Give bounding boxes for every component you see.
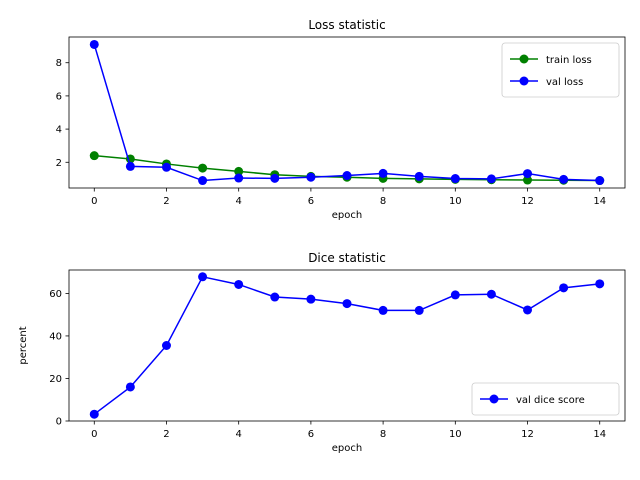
y-tick-label: 40 xyxy=(49,331,62,342)
data-point xyxy=(270,173,280,183)
x-tick-label: 6 xyxy=(308,429,314,440)
x-tick-label: 2 xyxy=(163,429,169,440)
data-point xyxy=(306,294,316,304)
chart-1: Loss statistic 0 2 4 6 8 10 12 14 2 4 6 8 epoch train … xyxy=(56,18,626,221)
y-tick-label: 0 xyxy=(56,417,62,428)
x-tick-label: 14 xyxy=(593,196,606,207)
data-point xyxy=(559,283,569,293)
axes-frame xyxy=(68,36,626,189)
data-point xyxy=(450,174,460,184)
data-point xyxy=(414,171,424,181)
data-point xyxy=(486,289,496,299)
data-point xyxy=(523,169,533,179)
legend-label: val loss xyxy=(546,77,583,88)
data-point xyxy=(450,290,460,300)
data-point xyxy=(89,39,99,49)
y-tick-label: 8 xyxy=(56,58,62,69)
x-tick-label: 0 xyxy=(91,196,97,207)
y-tick-label: 2 xyxy=(56,158,62,169)
y-tick-label: 20 xyxy=(49,374,62,385)
x-tick-label: 10 xyxy=(449,196,462,207)
legend-label: val dice score xyxy=(516,395,585,406)
data-point xyxy=(270,292,280,302)
chart-2: Dice statistic 0 2 4 6 8 10 12 14 0 20 40 60 epoch per… xyxy=(18,251,626,454)
x-tick-label: 10 xyxy=(449,429,462,440)
x-tick-label: 14 xyxy=(593,429,606,440)
data-point xyxy=(234,166,244,176)
data-point xyxy=(161,341,171,350)
data-point xyxy=(198,176,208,186)
legend-box xyxy=(501,42,620,98)
data-point xyxy=(234,279,244,289)
data-point xyxy=(342,171,352,181)
y-tick-label: 6 xyxy=(56,91,62,102)
data-point xyxy=(125,382,135,392)
x-tick-label: 4 xyxy=(236,429,242,440)
series-val-dice-score xyxy=(89,272,605,419)
x-tick-label: 0 xyxy=(91,429,97,440)
legend-marker xyxy=(519,76,529,86)
data-point xyxy=(414,305,424,315)
y-axis-label: percent xyxy=(18,326,29,364)
legend: train loss val loss xyxy=(501,42,620,98)
x-tick-label: 6 xyxy=(308,196,314,207)
legend: val dice score xyxy=(471,382,620,416)
y-tick-label: 60 xyxy=(49,289,62,300)
data-point xyxy=(89,409,99,419)
y-tick-label: 4 xyxy=(56,125,62,136)
data-point xyxy=(378,305,388,315)
data-point xyxy=(125,161,135,171)
x-axis-label: epoch xyxy=(332,443,362,454)
x-tick-label: 12 xyxy=(521,196,534,207)
x-axis-label: epoch xyxy=(332,210,362,221)
data-point xyxy=(342,299,352,309)
legend-marker xyxy=(519,54,529,64)
data-point xyxy=(198,272,208,282)
data-point xyxy=(559,174,569,184)
data-point xyxy=(198,163,208,173)
data-point xyxy=(523,175,533,185)
chart-title: Loss statistic xyxy=(308,18,385,32)
legend-label: train loss xyxy=(546,55,592,66)
legend-marker xyxy=(489,394,499,404)
chart-title: Dice statistic xyxy=(308,251,386,265)
data-point xyxy=(523,305,533,315)
x-tick-label: 2 xyxy=(163,196,169,207)
axes-frame xyxy=(68,269,626,422)
x-tick-label: 8 xyxy=(380,196,386,207)
data-point xyxy=(486,174,496,184)
legend-box xyxy=(471,382,620,416)
data-point xyxy=(378,168,388,178)
data-point xyxy=(595,176,605,186)
x-tick-label: 8 xyxy=(380,429,386,440)
x-tick-label: 4 xyxy=(236,196,242,207)
data-point xyxy=(89,151,99,161)
data-point xyxy=(161,162,171,172)
data-point xyxy=(234,173,244,183)
data-point xyxy=(306,172,316,182)
series-val-loss xyxy=(89,39,605,186)
data-point xyxy=(595,279,605,289)
x-tick-label: 12 xyxy=(521,429,534,440)
